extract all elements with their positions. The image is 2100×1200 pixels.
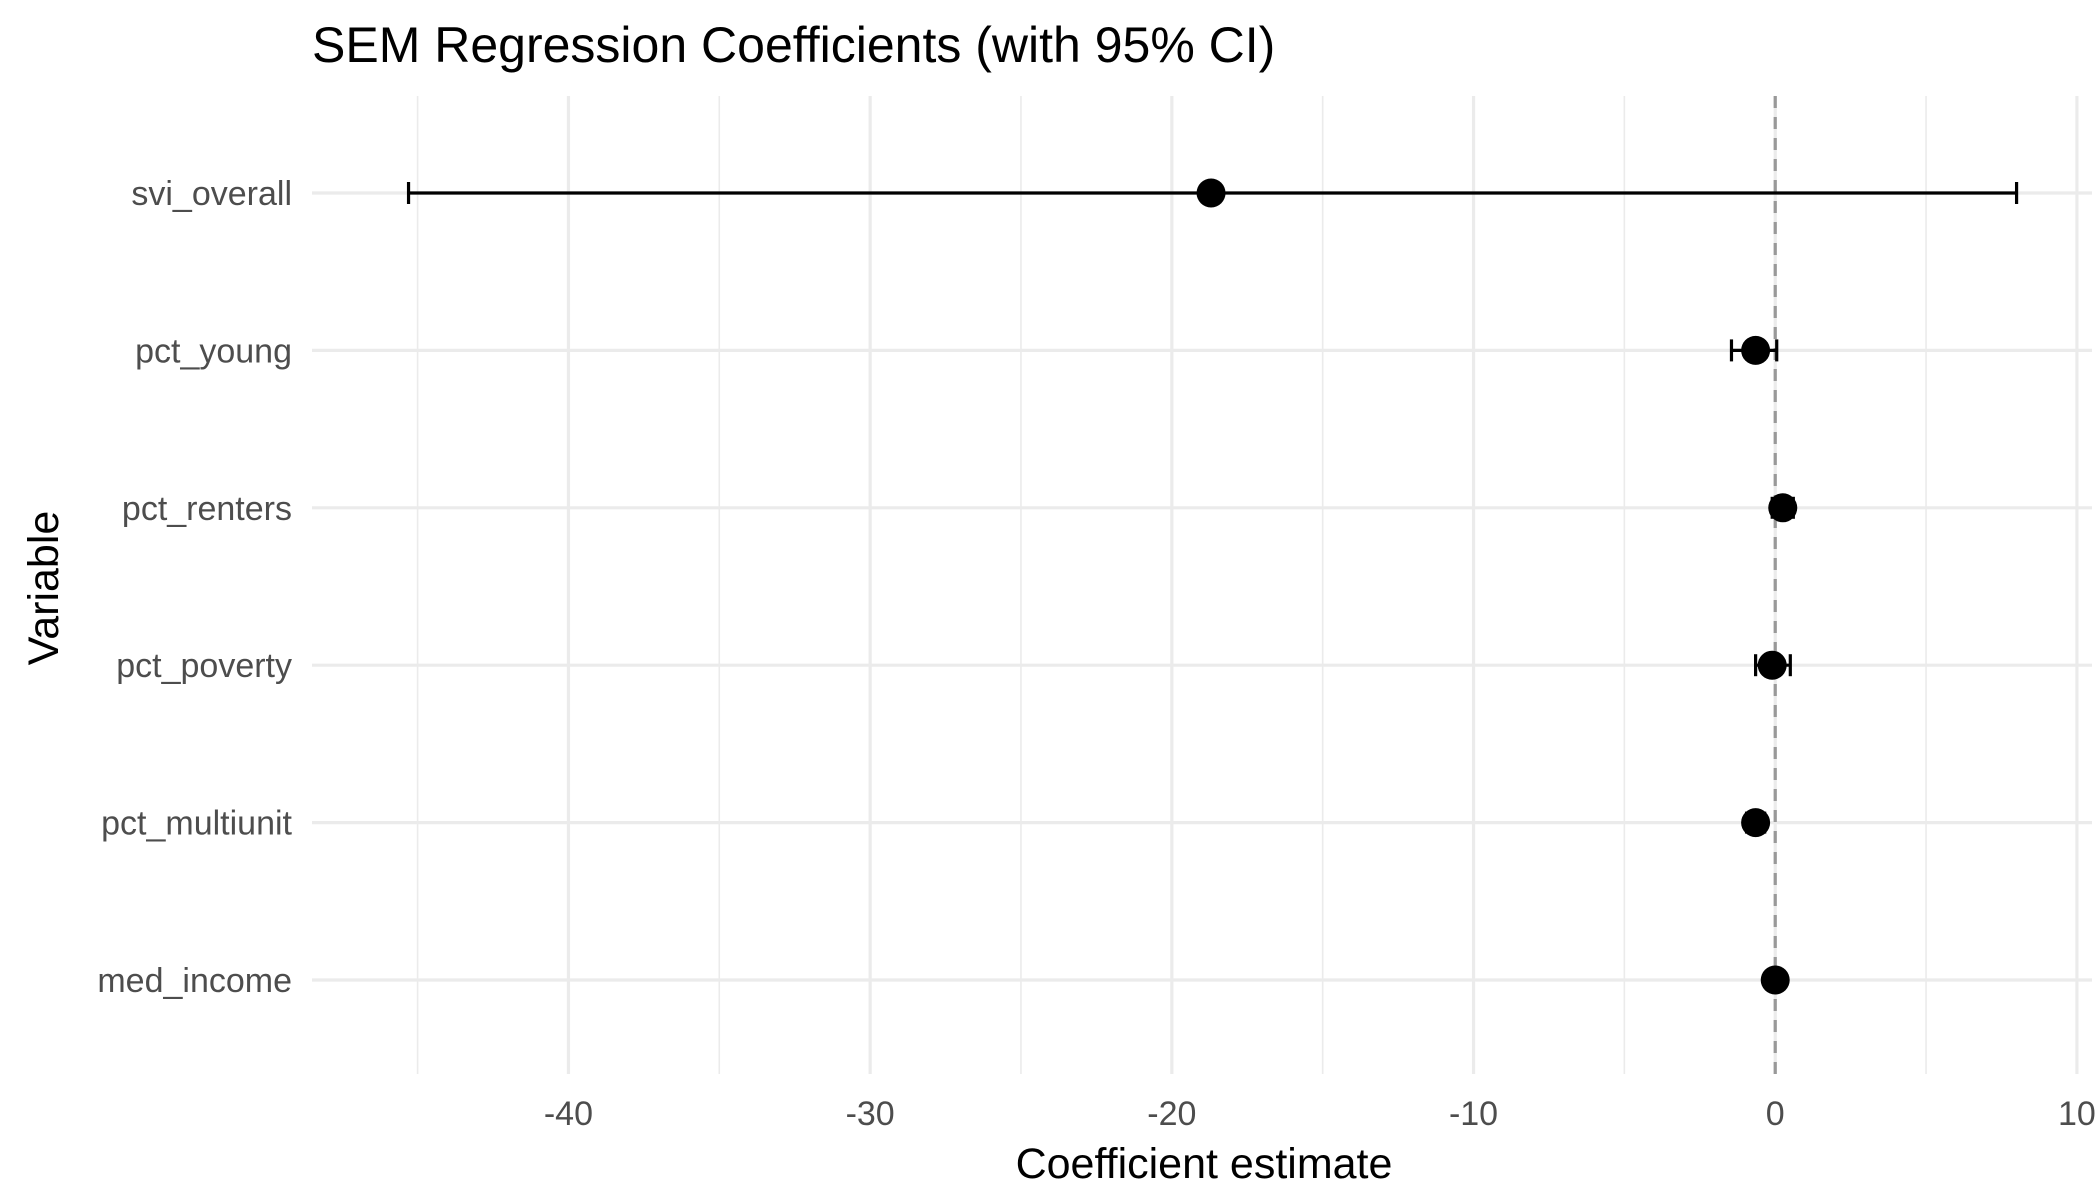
points — [1196, 178, 1798, 995]
x-tick-label: -30 — [846, 1095, 895, 1133]
y-tick-labels: svi_overall pct_young pct_renters pct_pover… — [97, 175, 292, 1000]
y-tick-label-med_income: med_income — [97, 962, 292, 1000]
y-axis-title: Variable — [20, 511, 68, 666]
point-pct_renters — [1768, 493, 1798, 523]
x-tick-label: -20 — [1147, 1095, 1196, 1133]
point-svi_overall — [1196, 178, 1226, 208]
x-tick-labels: -40 -30 -20 -10 0 10 — [544, 1095, 2096, 1133]
y-tick-label-pct_renters: pct_renters — [122, 490, 292, 528]
point-pct_poverty — [1757, 650, 1787, 680]
x-tick-label: 0 — [1766, 1095, 1785, 1133]
point-pct_multiunit — [1741, 808, 1771, 838]
x-tick-label: 10 — [2058, 1095, 2096, 1133]
y-tick-label-svi_overall: svi_overall — [131, 175, 292, 213]
y-tick-label-pct_young: pct_young — [135, 332, 292, 370]
chart-title: SEM Regression Coefficients (with 95% CI… — [312, 17, 1275, 73]
x-axis-title: Coefficient estimate — [1016, 1140, 1393, 1188]
y-tick-label-pct_poverty: pct_poverty — [116, 647, 292, 685]
point-pct_young — [1741, 335, 1771, 365]
y-tick-label-pct_multiunit: pct_multiunit — [101, 805, 292, 843]
x-tick-label: -10 — [1449, 1095, 1498, 1133]
point-med_income — [1760, 965, 1790, 995]
grid — [312, 96, 2092, 1074]
x-tick-label: -40 — [544, 1095, 593, 1133]
